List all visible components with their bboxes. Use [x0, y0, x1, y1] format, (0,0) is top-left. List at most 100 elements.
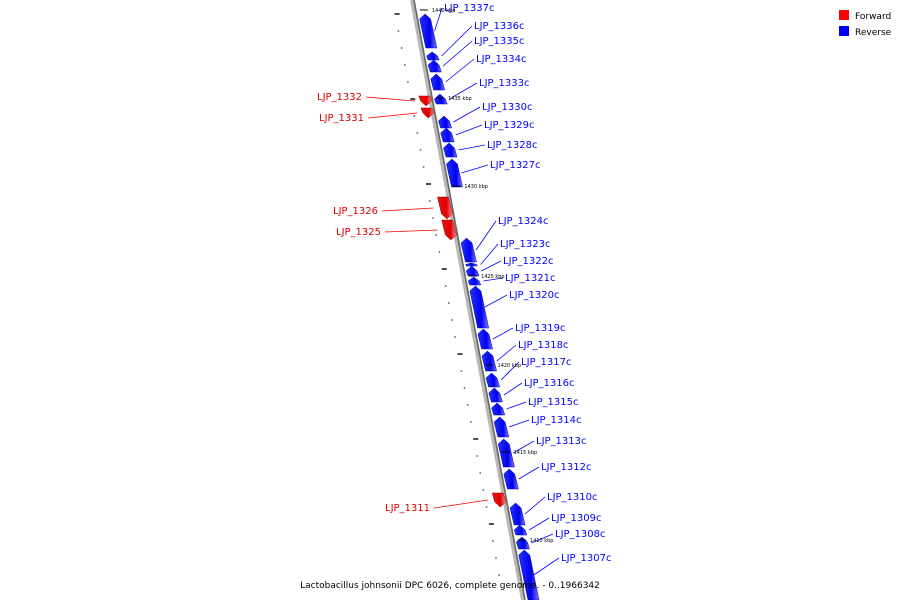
gene-block-LJP_1332[interactable]	[418, 95, 432, 107]
gene-label[interactable]: LJP_1328c	[487, 140, 538, 151]
gene-label[interactable]: LJP_1315c	[528, 397, 579, 408]
gene-label[interactable]: LJP_1312c	[541, 462, 592, 473]
leader-line	[483, 277, 504, 282]
legend-label-forward: Forward	[855, 12, 891, 22]
gene-block-LJP_1320c[interactable]	[469, 285, 489, 329]
gene-label[interactable]: LJP_1333c	[479, 78, 530, 89]
gene-label[interactable]: LJP_1326	[333, 206, 378, 217]
gene-label[interactable]: LJP_1317c	[521, 357, 572, 368]
gene-block-LJP_1323c[interactable]	[465, 262, 478, 267]
leader-line	[533, 557, 560, 576]
kbp-tick-label: 1415 kbp	[514, 450, 538, 456]
gene-block-LJP_1334c[interactable]	[430, 73, 445, 91]
gene-label[interactable]: LJP_1330c	[482, 102, 533, 113]
gene-block-LJP_1321c[interactable]	[467, 276, 482, 286]
gene-label[interactable]: LJP_1313c	[536, 436, 587, 447]
minor-ticks	[394, 13, 500, 576]
gene-label[interactable]: LJP_1329c	[484, 120, 535, 131]
gene-label[interactable]: LJP_1318c	[518, 340, 569, 351]
legend-swatch-forward	[839, 10, 849, 20]
gene-label[interactable]: LJP_1325	[336, 227, 381, 238]
gene-block-LJP_1318c[interactable]	[481, 350, 497, 372]
gene-block-LJP_1326[interactable]	[437, 196, 453, 220]
leader-line	[475, 220, 497, 251]
gene-block-LJP_1315c[interactable]	[491, 402, 506, 416]
leader-line	[503, 382, 523, 396]
gene-label[interactable]: LJP_1320c	[509, 290, 560, 301]
leader-line	[461, 164, 489, 174]
legend: Forward Reverse	[839, 10, 892, 38]
leader-line	[367, 112, 418, 119]
gene-label[interactable]: LJP_1307c	[561, 553, 612, 564]
gene-block-LJP_1319c[interactable]	[477, 328, 493, 350]
leader-line	[434, 7, 443, 32]
leader-line	[455, 124, 483, 136]
gene-label[interactable]: LJP_1335c	[474, 36, 525, 47]
leader-line	[458, 144, 486, 151]
gene-block-LJP_1316c[interactable]	[488, 387, 503, 403]
gene-block-LJP_1322c[interactable]	[465, 265, 480, 277]
gene-label[interactable]: LJP_1334c	[476, 54, 527, 65]
gene-label[interactable]: LJP_1311	[385, 503, 430, 514]
gene-label[interactable]: LJP_1331	[319, 113, 364, 124]
gene-label[interactable]: LJP_1323c	[500, 239, 551, 250]
gene-label[interactable]: LJP_1327c	[490, 160, 541, 171]
gene-block-LJP_1335c[interactable]	[427, 59, 442, 73]
gene-block-LJP_1325[interactable]	[441, 219, 457, 241]
gene-block-LJP_1331[interactable]	[420, 107, 435, 119]
gene-block-LJP_1307c[interactable]	[518, 549, 540, 600]
gene-block-LJP_1312c[interactable]	[503, 468, 519, 490]
genome-caption: Lactobacillus johnsonii DPC 6026, comple…	[300, 581, 600, 591]
leader-line	[506, 401, 527, 410]
gene-block-LJP_1337c[interactable]	[419, 13, 438, 49]
gene-block-LJP_1333c[interactable]	[434, 93, 448, 105]
kbp-tick-label: 1410 kbp	[530, 538, 554, 544]
gene-block-LJP_1330c[interactable]	[438, 115, 453, 129]
gene-block-LJP_1317c[interactable]	[485, 372, 500, 388]
gene-label[interactable]: LJP_1308c	[555, 529, 606, 540]
gene-block-LJP_1308c[interactable]	[516, 536, 530, 550]
gene-label[interactable]: LJP_1310c	[547, 492, 598, 503]
gene-block-LJP_1324c[interactable]	[460, 237, 477, 263]
leader-line	[381, 207, 434, 212]
gene-label[interactable]: LJP_1309c	[551, 513, 602, 524]
gene-label[interactable]: LJP_1316c	[524, 378, 575, 389]
kbp-ticks: 1440 kbp 1435 kbp 1430 kbp 1425 kbp 1420 kbp…	[419, 8, 554, 544]
gene-label[interactable]: LJP_1321c	[505, 273, 556, 284]
leader-line	[453, 106, 481, 123]
leader-line	[433, 499, 489, 509]
legend-swatch-reverse	[839, 26, 849, 36]
gene-block-LJP_1336c[interactable]	[426, 51, 440, 61]
gene-label[interactable]: LJP_1322c	[503, 256, 554, 267]
kbp-tick-label: 1435 kbp	[448, 96, 472, 102]
gene-block-LJP_1310c[interactable]	[509, 502, 526, 526]
kbp-tick-label: 1425 kbp	[481, 274, 505, 280]
leader-line	[509, 419, 530, 428]
leader-line	[524, 496, 546, 515]
gene-label[interactable]: LJP_1337c	[444, 3, 495, 14]
gene-blocks	[418, 13, 540, 600]
leader-line	[441, 25, 473, 57]
gene-block-LJP_1313c[interactable]	[497, 438, 515, 468]
legend-label-reverse: Reverse	[855, 28, 892, 38]
kbp-tick-label: 1440 kbp	[432, 8, 456, 14]
gene-label[interactable]: LJP_1314c	[531, 415, 582, 426]
leader-line	[484, 294, 508, 308]
gene-label[interactable]: LJP_1336c	[474, 21, 525, 32]
leader-line	[365, 96, 415, 102]
gene-block-LJP_1329c[interactable]	[440, 127, 455, 143]
gene-label[interactable]: LJP_1324c	[498, 216, 549, 227]
gene-block-LJP_1309c[interactable]	[513, 524, 528, 536]
leader-line	[500, 361, 520, 381]
gene-labels: LJP_1337c LJP_1336c LJP_1335c LJP_1334c LJP_…	[317, 3, 612, 576]
leader-line	[518, 466, 540, 480]
leader-line	[442, 40, 473, 67]
gene-block-LJP_1314c[interactable]	[493, 416, 510, 438]
gene-block-LJP_1327c[interactable]	[446, 158, 463, 188]
gene-block-LJP_1328c[interactable]	[443, 142, 458, 158]
gene-label[interactable]: LJP_1332	[317, 92, 362, 103]
gene-label[interactable]: LJP_1319c	[515, 323, 566, 334]
leader-line	[531, 533, 554, 544]
gene-block-LJP_1311[interactable]	[491, 492, 507, 508]
